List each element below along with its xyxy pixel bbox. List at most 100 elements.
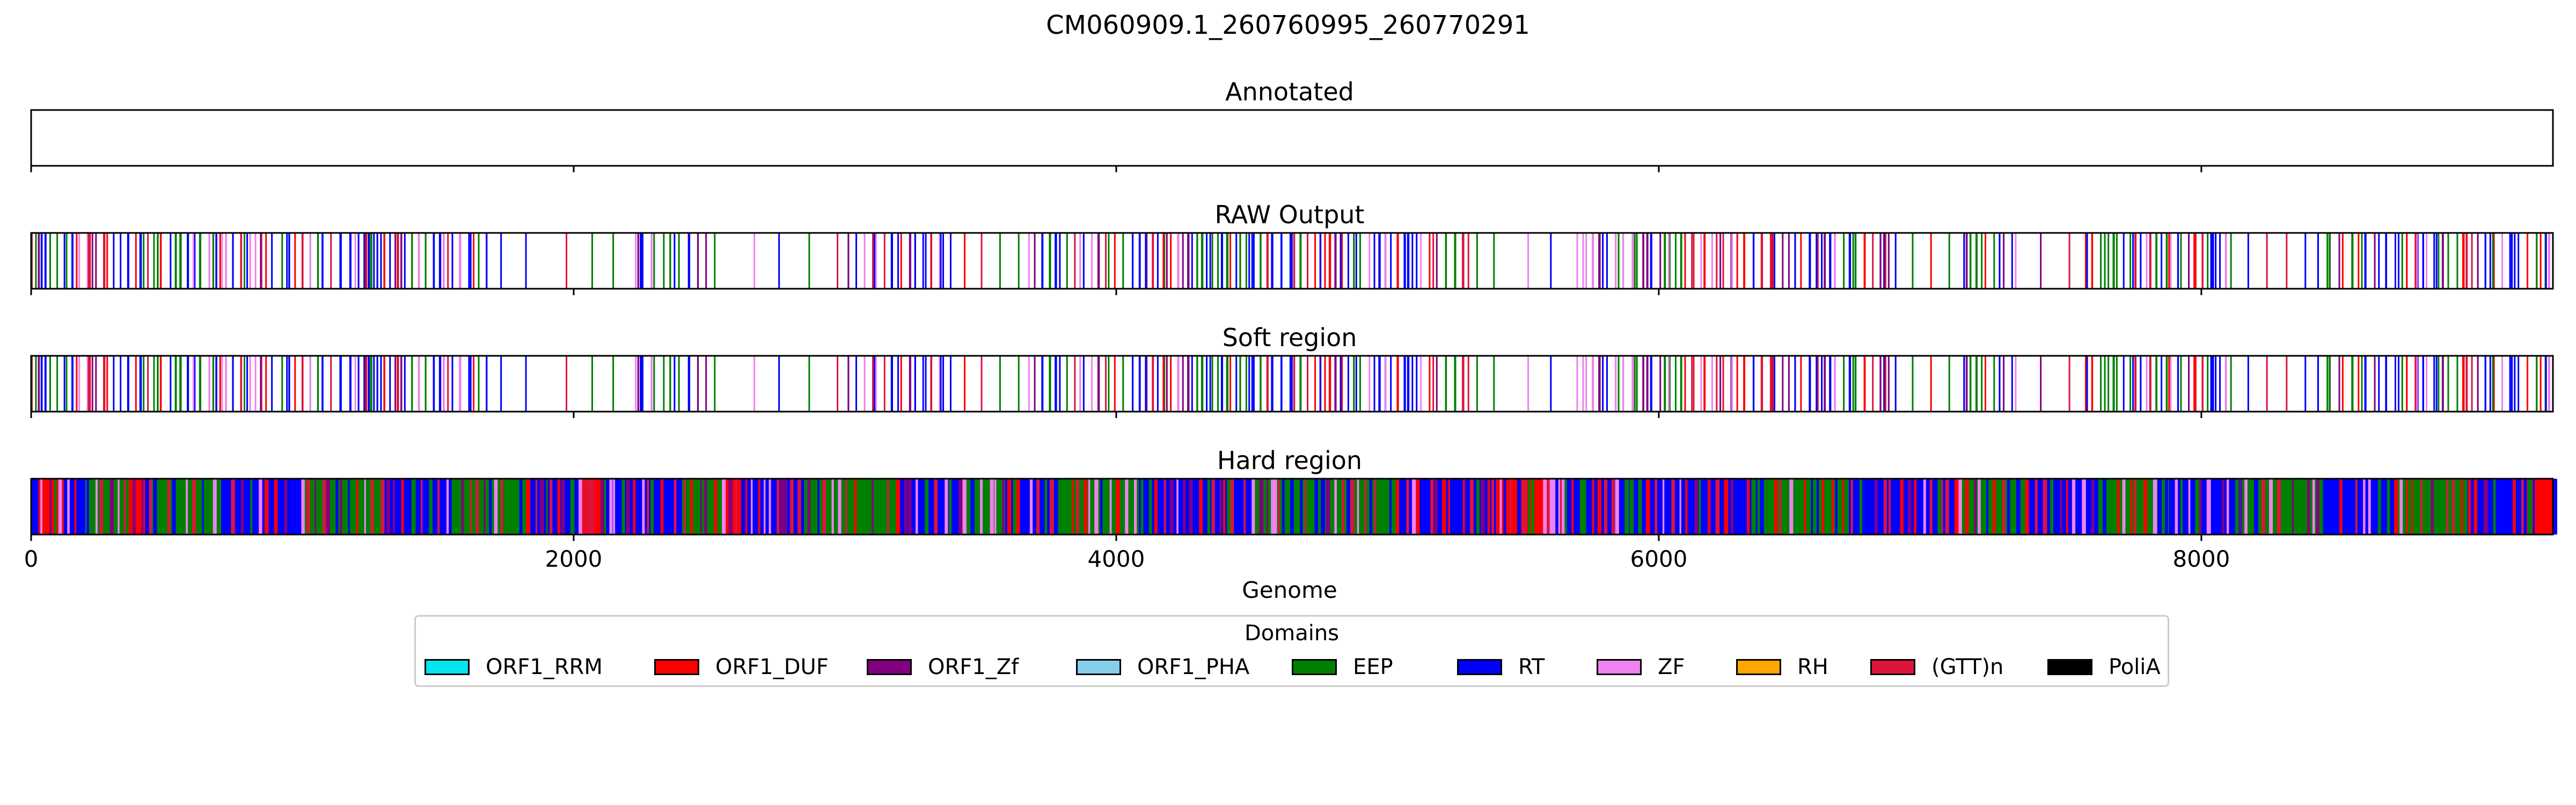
domain-segment: [404, 356, 406, 412]
domain-segment: [2180, 479, 2183, 535]
domain-segment: [370, 233, 372, 289]
domain-segment: [2528, 479, 2532, 535]
domain-segment: [1074, 356, 1076, 412]
domain-segment: [590, 479, 595, 535]
domain-segment: [212, 356, 215, 412]
domain-segment: [1789, 479, 1794, 535]
domain-segment: [2435, 233, 2438, 289]
domain-segment: [1321, 479, 1325, 535]
domain-segment: [2068, 356, 2070, 412]
domain-segment: [1547, 479, 1550, 535]
domain-segment: [170, 233, 172, 289]
domain-segment: [2394, 479, 2398, 535]
domain-segment: [135, 356, 137, 412]
domain-segment: [1211, 356, 1213, 412]
domain-segment: [861, 479, 865, 535]
domain-segment: [753, 356, 756, 412]
domain-segment: [2326, 233, 2329, 289]
domain-segment: [2441, 356, 2444, 412]
domain-segment: [1104, 356, 1107, 412]
domain-segment: [2040, 356, 2042, 412]
domain-segment: [609, 479, 613, 535]
domain-segment: [1834, 233, 1836, 289]
domain-segment: [678, 356, 680, 412]
domain-segment: [1319, 233, 1321, 289]
domain-segment: [784, 479, 788, 535]
chart-title: CM060909.1_260760995_260770291: [1046, 10, 1530, 40]
domain-segment: [1752, 233, 1755, 289]
domain-segment: [613, 479, 616, 535]
domain-segment: [370, 479, 374, 535]
domain-segment: [123, 479, 126, 535]
domain-segment: [249, 356, 251, 412]
domain-segment: [2406, 233, 2408, 289]
panel-raw-output: RAW Output: [30, 200, 2554, 295]
domain-segment: [2346, 479, 2348, 535]
domain-segment: [1638, 479, 1642, 535]
domain-segment: [2329, 356, 2331, 412]
domain-segment: [2002, 479, 2006, 535]
domain-segment: [2329, 233, 2331, 289]
domain-segment: [722, 479, 726, 535]
domain-segment: [1299, 233, 1302, 289]
domain-segment: [2132, 233, 2134, 289]
domain-segment: [964, 356, 966, 412]
domain-segment: [1072, 479, 1074, 535]
domain-segment: [199, 233, 202, 289]
domain-segment: [1029, 479, 1033, 535]
domain-segment: [486, 356, 488, 412]
domain-segment: [2215, 233, 2217, 289]
domain-segment: [683, 479, 686, 535]
domain-segment: [2456, 233, 2458, 289]
domain-segment: [1359, 356, 1361, 412]
domain-segment: [461, 479, 464, 535]
x-tick-label: 8000: [2172, 546, 2230, 572]
domain-segment: [535, 479, 538, 535]
domain-segment: [1280, 233, 1283, 289]
domain-segment: [1220, 233, 1224, 289]
domain-segment: [2358, 233, 2360, 289]
domain-segment: [1684, 233, 1686, 289]
domain-segment: [1912, 356, 1914, 412]
domain-segment: [368, 356, 370, 412]
domain-segment: [468, 356, 470, 412]
domain-segment: [2463, 233, 2465, 289]
legend-label: RH: [1797, 655, 1828, 679]
domain-segment: [1340, 233, 1342, 289]
domain-segment: [1429, 356, 1431, 412]
domain-segment: [368, 233, 370, 289]
domain-segment: [2117, 479, 2120, 535]
domain-segment: [91, 233, 93, 289]
domain-segment: [1230, 479, 1234, 535]
domain-segment: [1555, 479, 1558, 535]
domain-segment: [2527, 233, 2529, 289]
domain-segment: [591, 356, 593, 412]
domain-segment: [1134, 479, 1137, 535]
domain-segment: [949, 233, 952, 289]
domain-segment: [837, 233, 839, 289]
domain-segment: [95, 356, 97, 412]
domain-segment: [2435, 356, 2438, 412]
domain-segment: [642, 479, 645, 535]
domain-segment: [640, 356, 642, 412]
domain-segment: [281, 356, 283, 412]
domain-segment: [863, 233, 866, 289]
domain-segment: [1611, 479, 1615, 535]
domain-segment: [650, 356, 653, 412]
domain-segment: [363, 233, 365, 289]
domain-segment: [2107, 233, 2110, 289]
domain-segment: [2122, 479, 2126, 535]
legend-item: ORF1_DUF: [654, 655, 829, 679]
domain-segment: [1340, 356, 1342, 412]
domain-segment: [1650, 356, 1652, 412]
domain-segment: [1163, 233, 1166, 289]
domain-segment: [56, 356, 58, 412]
legend-label: RT: [1518, 655, 1545, 679]
domain-segment: [2040, 233, 2042, 289]
domain-segment: [127, 356, 129, 412]
domain-segment: [1441, 479, 1446, 535]
domain-segment: [1539, 479, 1567, 535]
domain-segment: [1752, 356, 1755, 412]
domain-segment: [1829, 233, 1832, 289]
domain-segment: [1271, 356, 1274, 412]
